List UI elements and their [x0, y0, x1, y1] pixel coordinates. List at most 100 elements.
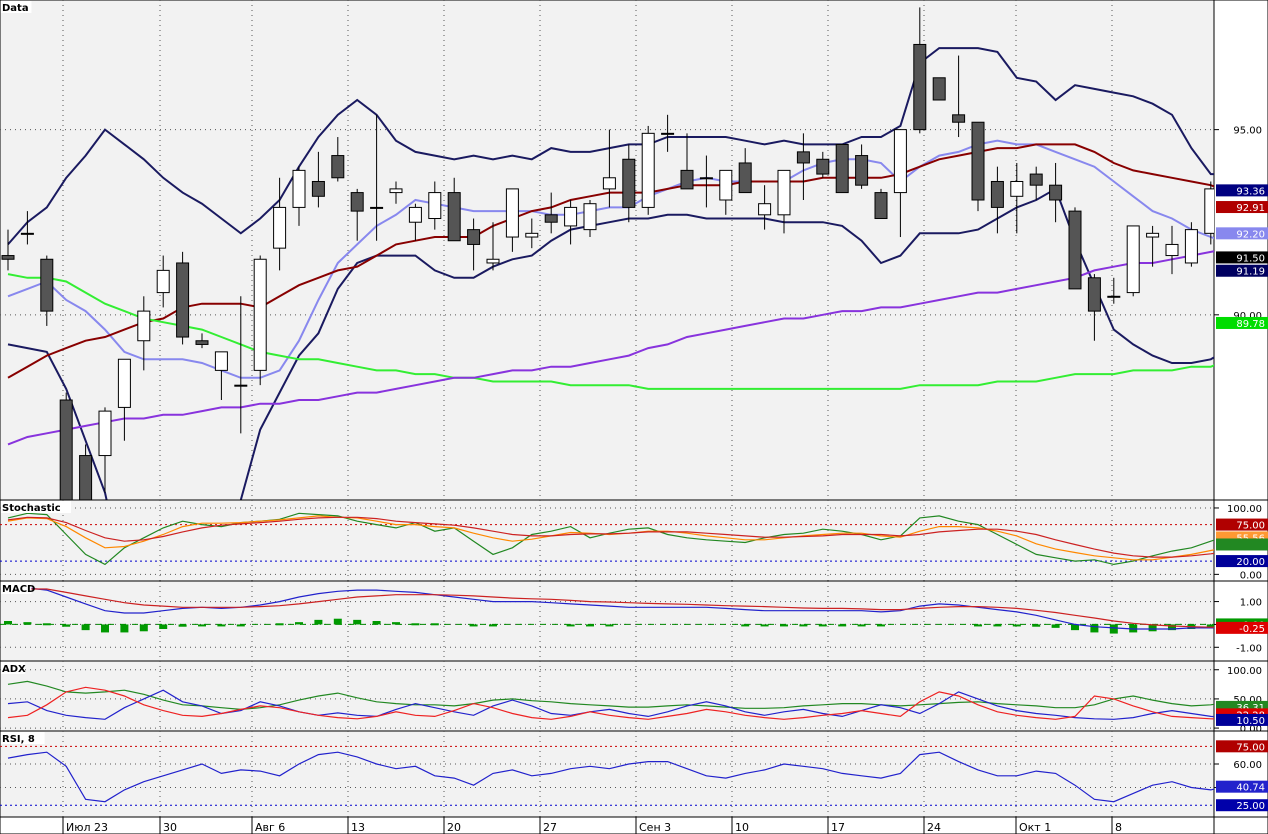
panel-title-bg — [1, 582, 32, 594]
candle-up — [214, 351, 228, 371]
value-tag-label: 92.91 — [1236, 203, 1265, 214]
panel-plot-content — [1, 7, 1214, 500]
macd-histogram-bar — [1109, 624, 1118, 634]
candle-up — [719, 169, 733, 201]
candle-down — [195, 340, 209, 345]
x-tick-label: 13 — [351, 821, 365, 834]
candle-down — [816, 158, 830, 175]
candle-down — [990, 180, 1004, 208]
panel-plot-content — [0, 512, 1214, 566]
candle-down — [1068, 210, 1082, 290]
x-tick-label: Сен 3 — [639, 821, 671, 834]
macd-histogram-bar — [741, 624, 750, 627]
panel-0: 95.00 90.00 Data 93.36 92.91 92.20 91.50 91.19 8… — [0, 0, 1268, 501]
candle-up — [117, 358, 131, 408]
candle-down — [932, 77, 946, 101]
macd-histogram-bar — [566, 624, 575, 627]
macd-histogram-bar — [275, 623, 284, 626]
value-tag — [1216, 227, 1268, 240]
candle-up — [253, 258, 267, 371]
candle-up — [428, 192, 442, 220]
candle-up — [893, 129, 907, 194]
x-tick-label: 20 — [447, 821, 461, 834]
panel-title: Stochastic — [2, 503, 61, 514]
candle-down — [40, 258, 54, 312]
plot-area — [0, 660, 1215, 732]
candle-up — [564, 206, 578, 227]
candle-up — [20, 232, 34, 235]
candle-up — [602, 177, 616, 190]
value-tag-label: 93.36 — [1236, 186, 1265, 197]
candle-up — [234, 384, 248, 387]
series-line-0 — [7, 680, 1214, 711]
candle-down — [176, 262, 190, 338]
macd-histogram-bar — [469, 624, 478, 627]
y-tick-label: 50.00 — [1233, 695, 1262, 706]
macd-histogram-bar — [1012, 624, 1021, 627]
value-tag — [1216, 518, 1268, 531]
x-tick-label: Июл 23 — [66, 821, 108, 834]
macd-histogram-bar — [799, 624, 808, 627]
y-tick-label: 1.00 — [1240, 598, 1262, 609]
candle-down — [59, 399, 73, 500]
candle-up — [1107, 295, 1121, 298]
macd-histogram-bar — [392, 622, 400, 625]
value-tag — [1216, 251, 1268, 264]
candle-up — [583, 203, 597, 231]
value-tag — [1216, 713, 1268, 726]
macd-histogram-bar — [295, 622, 303, 625]
candle-down — [79, 455, 93, 500]
candle-down — [855, 155, 869, 186]
macd-histogram-bar — [120, 624, 129, 633]
macd-histogram-bar — [877, 624, 885, 627]
candle-down — [952, 114, 966, 123]
x-tick-label: 27 — [543, 821, 557, 834]
candle-up — [777, 169, 791, 216]
macd-histogram-bar — [1051, 624, 1060, 628]
value-tag-label: 92.20 — [1236, 229, 1265, 240]
macd-histogram-bar — [314, 619, 323, 625]
series-line-3 — [7, 143, 1214, 379]
series-line-0 — [7, 47, 1214, 246]
macd-histogram-bar — [42, 623, 51, 626]
value-tag-label: 20.00 — [1236, 557, 1265, 568]
candle-up — [292, 169, 306, 208]
candle-up — [1184, 229, 1198, 264]
macd-histogram-bar — [1071, 624, 1079, 631]
panel-title: MACD — [2, 584, 35, 595]
candle-up — [699, 177, 713, 180]
macd-histogram-bar — [62, 624, 71, 627]
macd-histogram-bar — [993, 624, 1002, 627]
macd-histogram-bar — [1090, 624, 1099, 633]
panel-title-bg — [1, 662, 25, 674]
panel-plot-content — [0, 745, 1214, 806]
macd-histogram-bar — [101, 624, 109, 633]
y-tick-label: 0.00 — [1240, 570, 1262, 581]
candle-up — [1204, 188, 1214, 234]
candle-down — [796, 151, 810, 164]
panel-title: RSI, 8 — [2, 734, 35, 745]
candle-up — [273, 206, 287, 249]
plot-area — [0, 499, 1215, 582]
macd-histogram-bar — [489, 624, 497, 627]
x-tick-label: 17 — [831, 821, 845, 834]
candle-down — [1, 255, 15, 260]
candle-down — [331, 155, 345, 179]
candle-down — [1049, 184, 1063, 201]
candle-down — [311, 180, 325, 197]
candle-up — [370, 206, 384, 209]
candle-down — [1029, 173, 1043, 186]
candle-up — [525, 232, 539, 238]
x-tick-label: 8 — [1115, 821, 1122, 834]
candle-up — [661, 132, 675, 135]
macd-histogram-bar — [139, 624, 148, 632]
series-line-5 — [7, 250, 1214, 446]
value-tag-label: 75.00 — [1236, 521, 1265, 532]
macd-histogram-bar — [818, 624, 827, 627]
value-tag — [1216, 621, 1268, 634]
macd-histogram-bar — [178, 624, 187, 627]
macd-histogram-bar — [159, 624, 168, 629]
candle-down — [447, 192, 461, 242]
